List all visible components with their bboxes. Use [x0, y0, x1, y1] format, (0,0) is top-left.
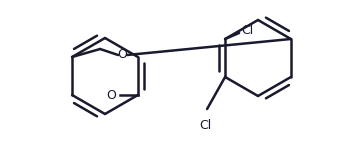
Text: O: O	[117, 48, 127, 62]
Text: O: O	[106, 88, 116, 102]
Text: Cl: Cl	[241, 24, 253, 38]
Text: Cl: Cl	[199, 119, 211, 132]
